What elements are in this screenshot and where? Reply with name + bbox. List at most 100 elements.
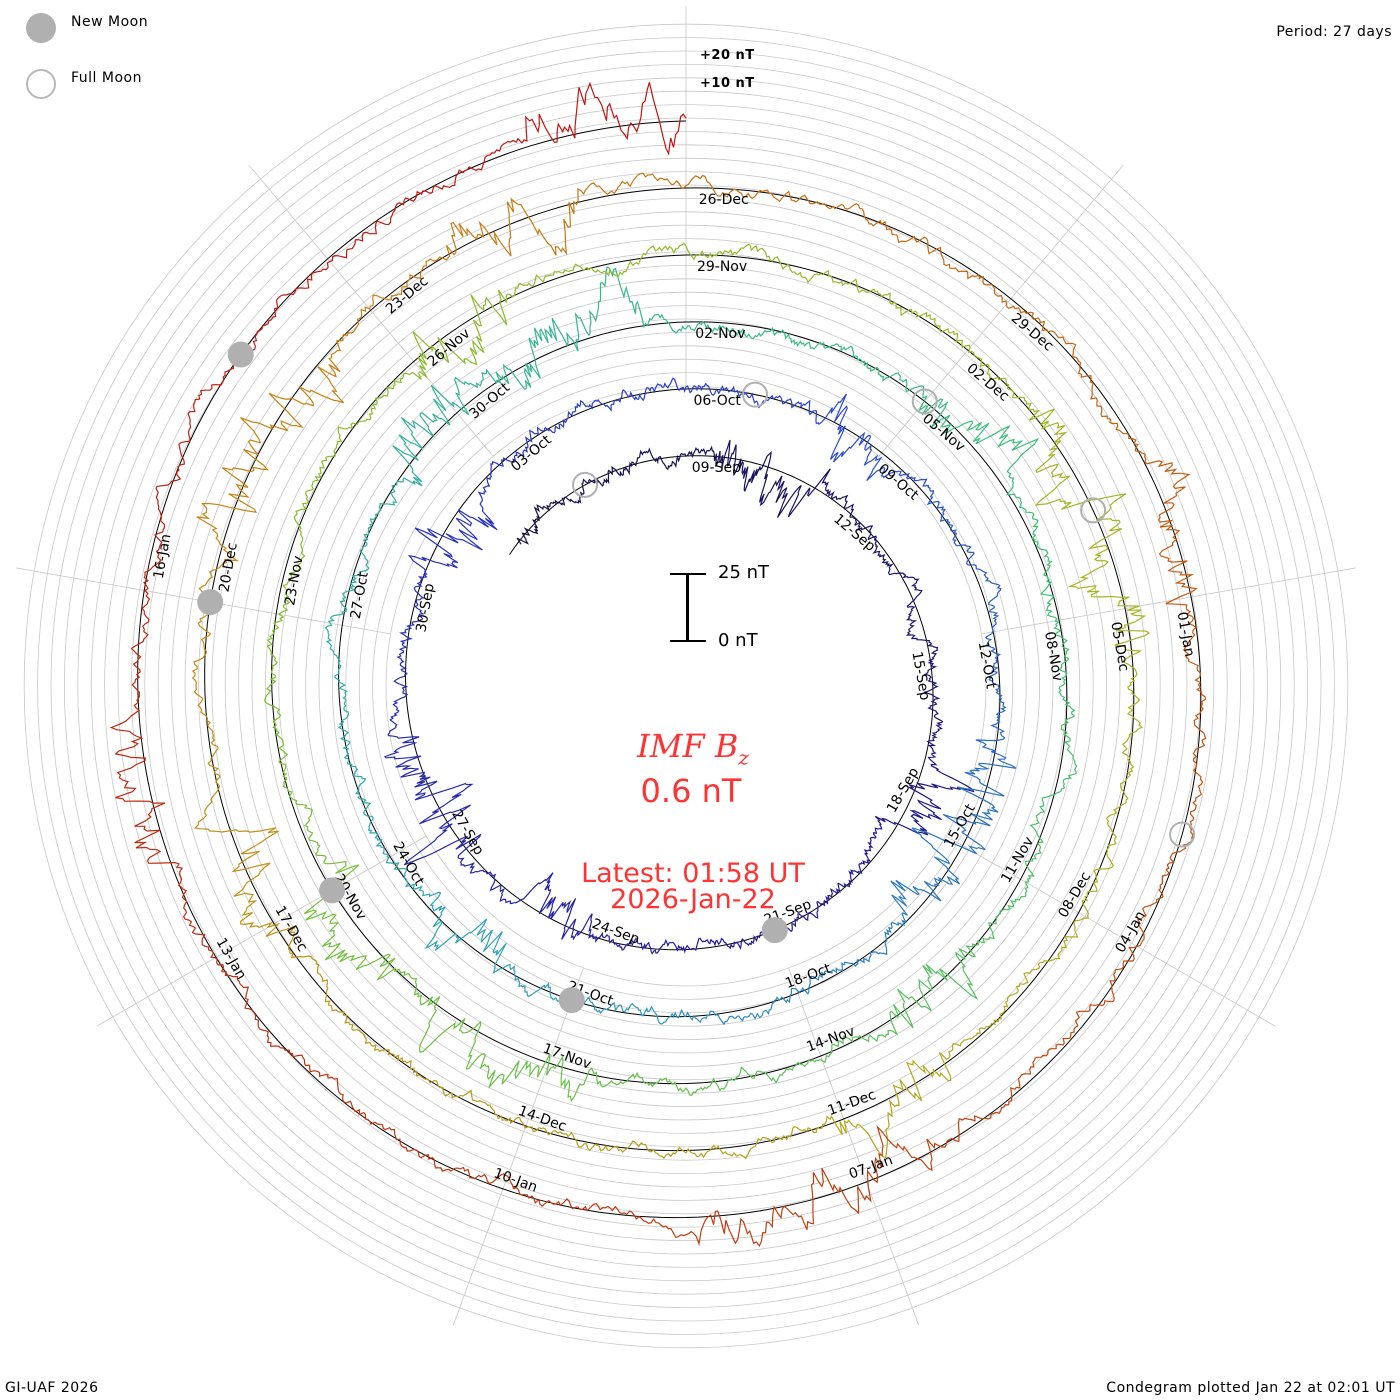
date-label: 23-Nov (282, 555, 306, 607)
scale-bar-bottom-label: 0 nT (718, 630, 758, 651)
bz-series-segment (325, 372, 410, 458)
full-moon-marker (572, 471, 599, 498)
bz-series-segment (1035, 715, 1078, 817)
bz-series-segment (1068, 533, 1151, 659)
bz-series-segment (407, 527, 459, 607)
grid-spoke (981, 567, 1356, 635)
latest-date: 2026-Jan-22 (610, 884, 776, 915)
bz-series-segment (890, 827, 986, 902)
footer-plotted: Condegram plotted Jan 22 at 02:01 UT (1106, 1380, 1395, 1396)
bz-series-segment (561, 913, 640, 951)
bz-series-segment (398, 376, 484, 452)
bz-series-segment (327, 1076, 447, 1173)
bz-series-segment (942, 754, 1017, 846)
grid-spoke (788, 967, 919, 1326)
bz-series-segment (906, 1000, 1009, 1102)
bz-series-segment (1121, 657, 1144, 783)
bz-series-segment (424, 891, 507, 966)
bz-series-segment (613, 1071, 726, 1096)
bz-series-segment (916, 638, 941, 706)
grid-circle (305, 305, 1067, 1067)
bz-series-segment (997, 815, 1044, 917)
bz-series-segment (679, 439, 744, 477)
bz-series-segment (409, 294, 508, 380)
current-value: 0.6 nT (640, 772, 742, 810)
bz-series-segment (560, 388, 639, 428)
bz-series-segment (221, 971, 329, 1079)
full-moon-marker (742, 381, 769, 408)
bz-series-segment (666, 1127, 794, 1160)
bz-series-segment (1046, 610, 1076, 717)
bz-series-segment (538, 1126, 667, 1159)
bz-series-segment (1082, 781, 1129, 902)
bz-series-segment (874, 782, 962, 836)
date-label: 30-Oct (466, 379, 513, 422)
bz-series-segment (419, 1074, 540, 1133)
footer-credit: GI-UAF 2026 (5, 1380, 99, 1396)
bz-series-segment (367, 823, 435, 898)
bz-series-segment (1008, 1000, 1114, 1106)
bz-series-segment (317, 184, 447, 273)
date-label: 03-Oct (508, 432, 555, 475)
bz-series-segment (324, 539, 370, 634)
date-label: 30-Sep (413, 582, 437, 633)
new-moon-marker (558, 987, 585, 1014)
date-label: 26-Dec (699, 192, 749, 208)
bz-series-segment (305, 910, 418, 983)
new-moon-marker (761, 917, 788, 944)
bz-series-segment (413, 981, 496, 1080)
bz-series-segment (764, 962, 845, 1016)
bz-series-segment (718, 385, 802, 409)
bz-series-segment (837, 827, 880, 888)
date-label: 09-Sep (692, 460, 741, 476)
bz-series-segment (675, 320, 778, 340)
bz-series-segment (211, 271, 319, 386)
bz-series-segment (776, 329, 872, 372)
bz-series-segment (574, 266, 677, 342)
date-label: 14-Nov (804, 1023, 857, 1055)
bz-series-segment (975, 666, 1007, 756)
bz-series-segment (901, 572, 923, 640)
grid-circle (264, 264, 1108, 1108)
bz-series-segment (264, 682, 293, 798)
bz-series-segment (830, 988, 932, 1054)
full-moon-marker (911, 388, 938, 415)
bz-series-segment (585, 81, 687, 156)
bz-series-segment (957, 420, 1040, 510)
bz-series-segment (854, 522, 903, 576)
grid-circle (278, 278, 1094, 1094)
grid-circle (331, 331, 1041, 1041)
bz-series-segment (481, 317, 579, 391)
grid-spoke (878, 164, 1124, 457)
date-label: 06-Oct (693, 393, 741, 409)
bz-series-segment (155, 384, 213, 533)
bz-series-segment (671, 1008, 765, 1026)
bz-series-segment (130, 531, 163, 683)
scale-bar (670, 573, 706, 642)
new-moon-marker (227, 341, 254, 368)
grid-spoke (96, 835, 427, 1027)
bz-series-segment (266, 570, 297, 684)
bz-series-segment (734, 243, 853, 287)
date-label: 12-Oct (975, 640, 999, 690)
bz-series-segment (516, 499, 566, 545)
bz-series-segment (497, 263, 617, 303)
grid-spoke (945, 835, 1276, 1027)
center-title: IMF Bz (0, 727, 1386, 769)
bz-series-segment (792, 1079, 923, 1159)
bz-series-segment (196, 483, 257, 616)
bz-series-segment (863, 454, 940, 506)
bz-series-segment (561, 465, 620, 504)
bz-series-segment (1055, 333, 1139, 452)
bz-series-segment (1109, 864, 1170, 1002)
bz-series-segment (543, 172, 673, 256)
bz-series-segment (1024, 508, 1055, 612)
full-moon-icon (26, 69, 56, 99)
date-label: 16-Jan (151, 533, 175, 580)
bz-series-segment (221, 383, 345, 488)
date-label: 29-Nov (697, 259, 747, 275)
bz-series-segment (959, 339, 1055, 430)
bz-series-segment (874, 1103, 1009, 1172)
